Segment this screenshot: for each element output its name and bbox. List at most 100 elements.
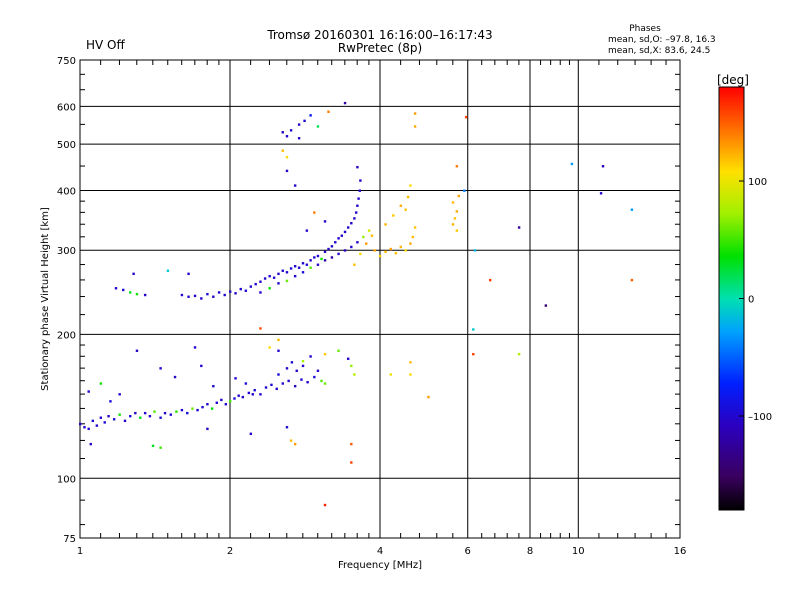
data-point: [313, 375, 316, 379]
data-point: [350, 245, 353, 249]
data-point: [285, 271, 289, 274]
data-point: [289, 129, 293, 132]
y-tick-label: 75: [63, 534, 76, 545]
data-point: [89, 442, 92, 446]
data-point: [275, 387, 278, 391]
data-point: [143, 293, 147, 297]
data-point: [306, 381, 309, 384]
data-point: [264, 386, 268, 389]
data-point: [350, 442, 353, 446]
data-point: [223, 293, 226, 297]
data-point: [193, 346, 197, 349]
data-point: [134, 411, 137, 415]
data-point: [330, 256, 334, 259]
colorbar-ticks: 100 0 –100: [739, 177, 772, 423]
data-point: [285, 426, 289, 429]
data-point: [353, 263, 356, 266]
data-point: [309, 266, 312, 269]
data-point: [290, 361, 294, 364]
data-point: [365, 242, 368, 245]
data-point: [353, 217, 356, 220]
data-point: [247, 391, 251, 395]
data-point: [489, 278, 492, 282]
data-point: [337, 252, 340, 256]
data-point: [404, 208, 407, 211]
data-point: [277, 338, 280, 342]
grid-lines: [80, 60, 680, 538]
data-point: [293, 265, 297, 268]
data-point: [457, 194, 460, 198]
data-point: [367, 229, 371, 232]
data-point: [233, 397, 236, 400]
data-point: [281, 131, 284, 134]
data-point: [404, 249, 407, 252]
data-point: [112, 418, 116, 421]
plot-frame: [79, 59, 681, 539]
data-point: [259, 393, 262, 396]
phases-heading: Phases: [629, 24, 661, 34]
data-point: [305, 263, 309, 266]
data-point: [358, 189, 361, 192]
data-point: [79, 422, 82, 426]
y-axis-label: Stationary phase Virtual Height [km]: [40, 207, 51, 391]
data-point: [455, 229, 459, 232]
data-point: [313, 211, 316, 214]
phases-x-line: mean, sd,X: 83.6, 24.5: [608, 46, 710, 56]
data-point: [346, 226, 350, 229]
data-point: [384, 250, 387, 254]
phases-o-line: mean, sd,O: –97.8, 16.3: [608, 35, 716, 45]
data-point: [91, 419, 95, 423]
data-point: [122, 288, 125, 292]
data-point: [289, 267, 293, 270]
data-point: [259, 280, 262, 283]
data-point: [301, 271, 305, 274]
data-point: [337, 237, 340, 240]
data-point: [599, 192, 603, 195]
data-point: [201, 405, 204, 409]
data-point: [323, 352, 327, 356]
x-tick-label: 2: [227, 546, 233, 557]
data-point: [281, 149, 284, 152]
data-point: [472, 352, 475, 356]
data-point: [293, 384, 297, 388]
data-point: [210, 407, 214, 410]
data-point: [295, 369, 298, 372]
x-tick-label: 16: [674, 546, 687, 557]
data-point: [350, 461, 353, 464]
data-point: [379, 254, 382, 258]
data-point: [272, 276, 276, 279]
data-point: [87, 427, 90, 431]
data-point: [320, 379, 323, 383]
data-point: [293, 274, 297, 278]
data-point: [268, 287, 271, 290]
data-point: [285, 135, 289, 138]
data-point: [297, 266, 301, 269]
data-point: [220, 398, 223, 402]
data-point: [187, 295, 190, 298]
data-point: [118, 393, 121, 396]
data-point: [413, 226, 417, 229]
data-point: [270, 383, 273, 387]
data-point: [159, 367, 162, 370]
data-point: [409, 184, 412, 187]
data-point: [143, 411, 147, 415]
data-point: [353, 373, 356, 376]
data-point: [293, 442, 297, 446]
data-point: [301, 364, 305, 368]
data-point: [356, 204, 359, 207]
data-point: [259, 291, 262, 294]
data-point: [373, 249, 376, 252]
data-point: [297, 123, 301, 126]
data-point: [212, 295, 215, 298]
data-point: [316, 369, 320, 372]
y-tick-label: 600: [57, 102, 76, 113]
data-point: [99, 416, 103, 419]
data-point: [229, 290, 232, 293]
data-point: [346, 357, 350, 360]
data-point: [409, 373, 412, 376]
colorbar-tick-label: 0: [748, 295, 754, 306]
x-tick-label: 4: [377, 546, 383, 557]
data-point: [451, 223, 455, 226]
data-point: [354, 211, 358, 214]
